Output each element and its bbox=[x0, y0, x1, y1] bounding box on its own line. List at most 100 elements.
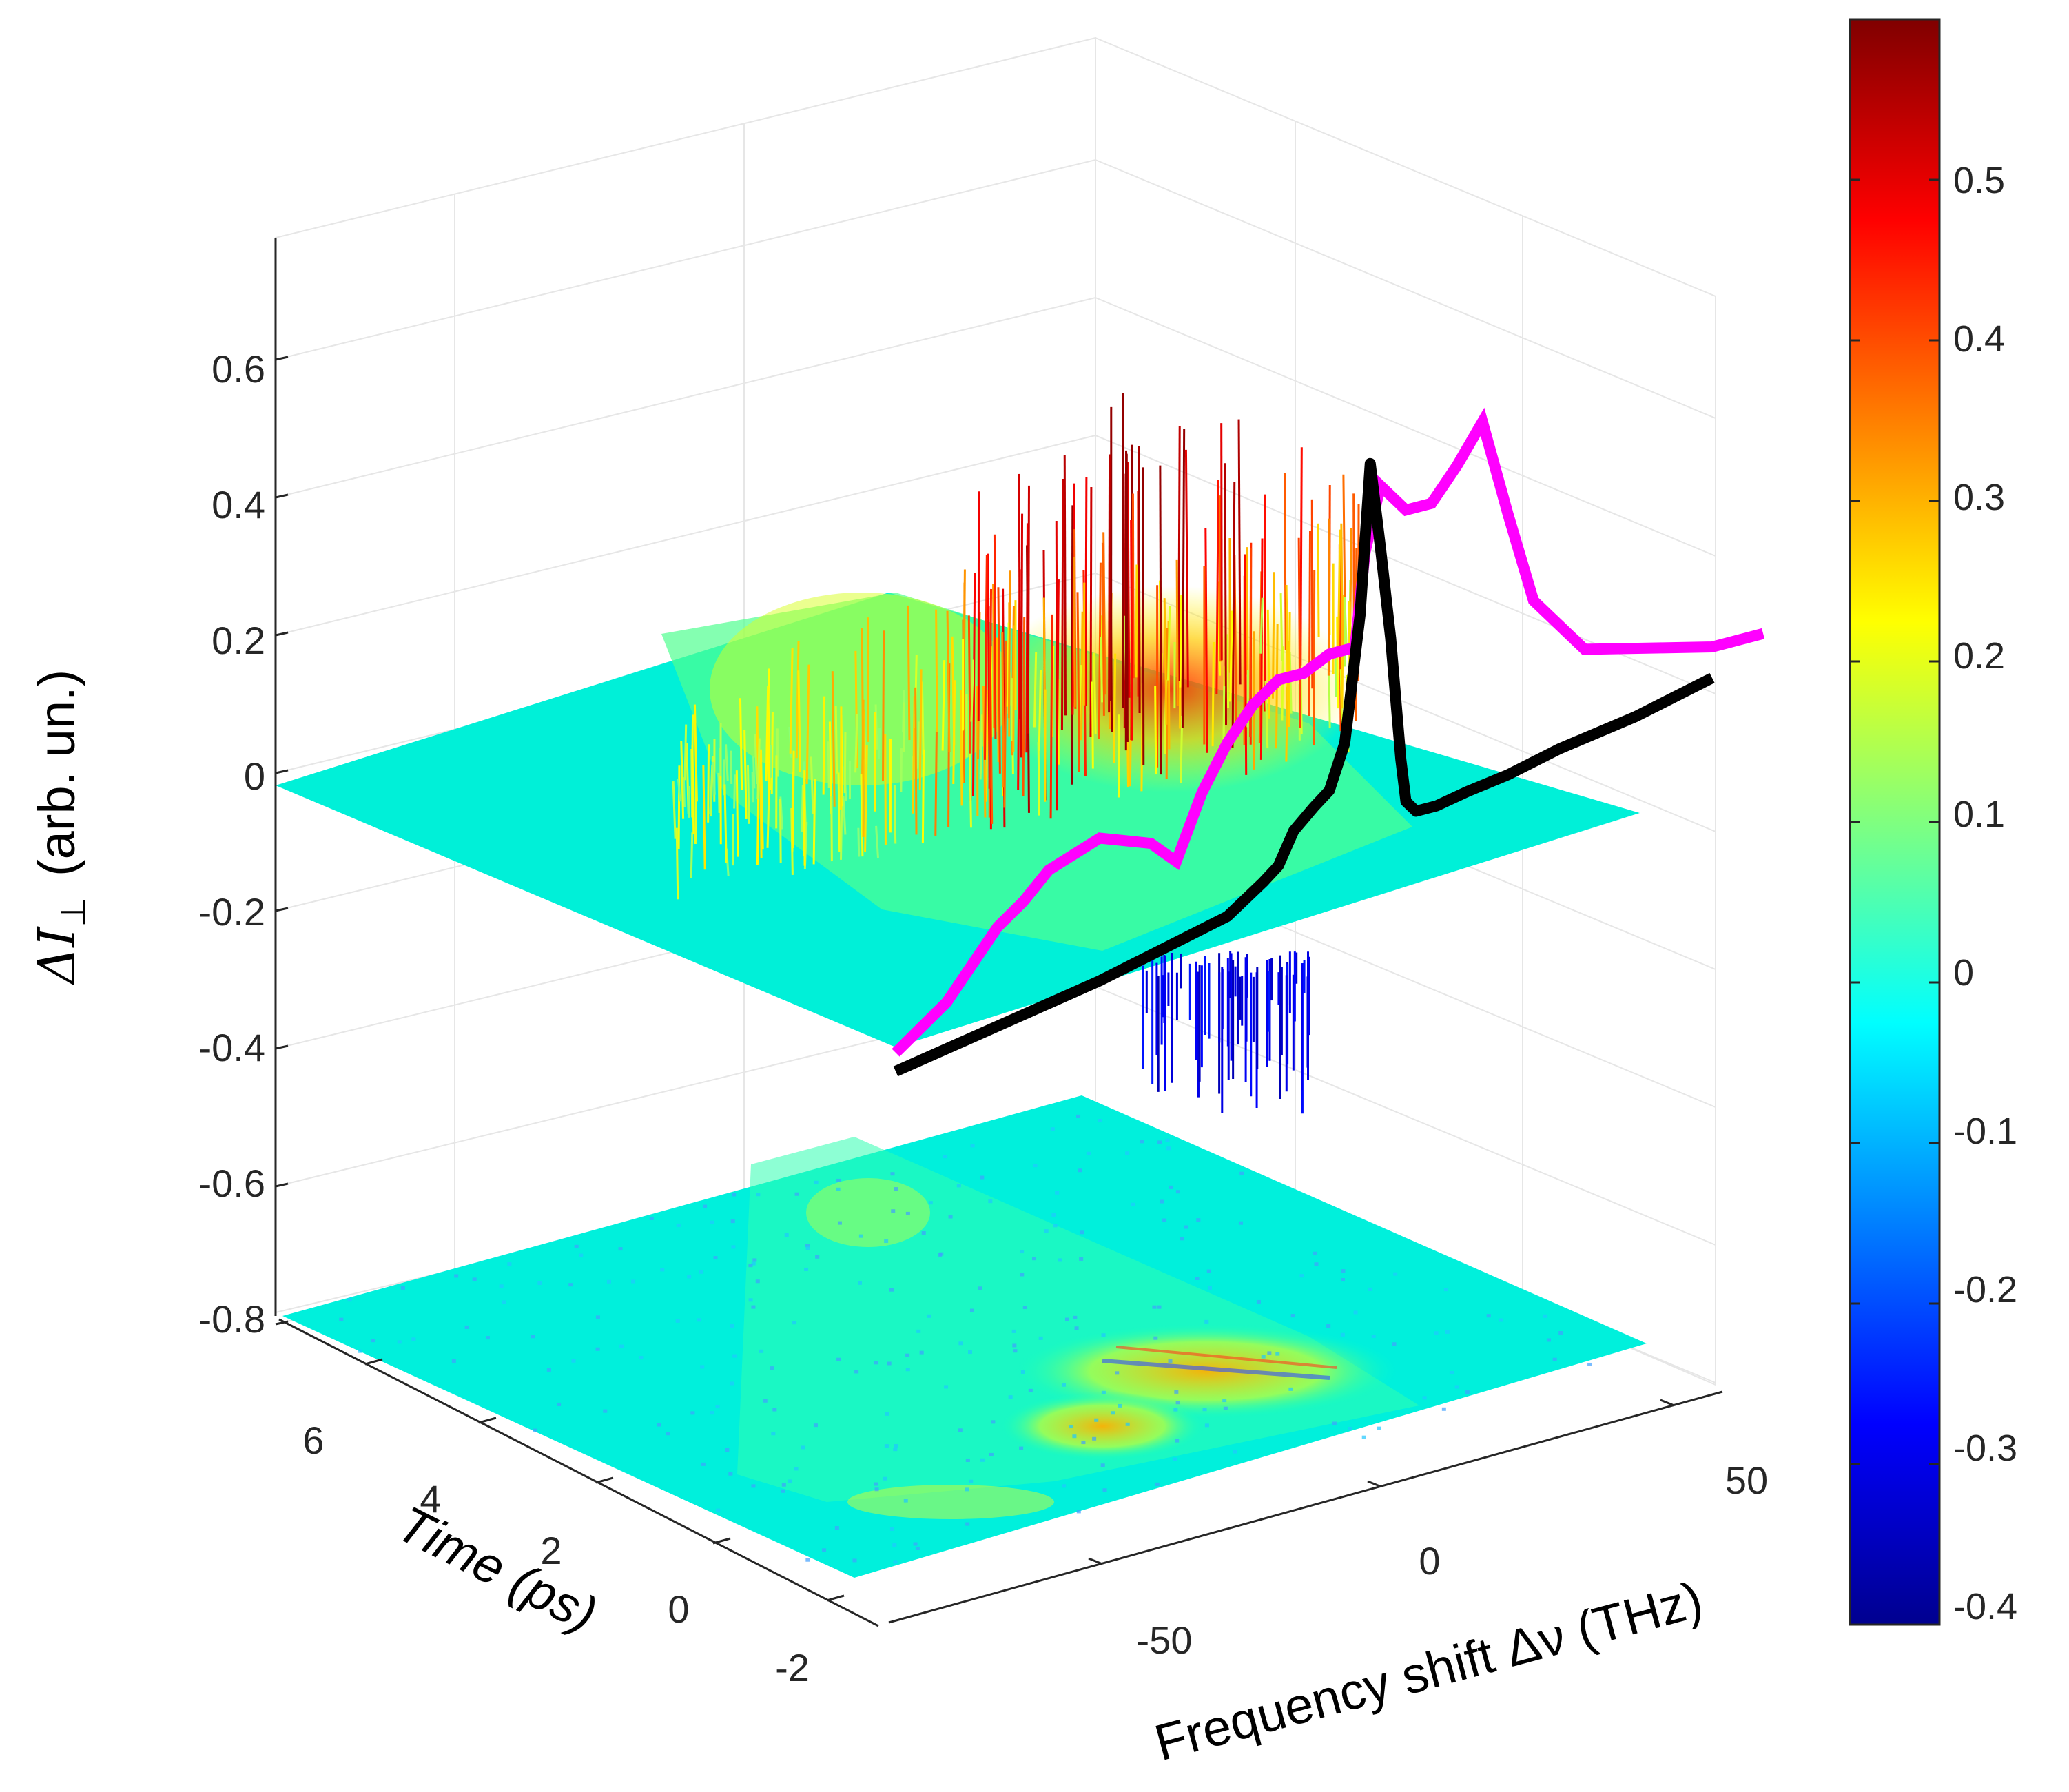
surface-plot bbox=[276, 393, 1640, 1114]
surface-spike bbox=[857, 827, 861, 857]
floor-speckle bbox=[710, 1411, 714, 1415]
surface-spike bbox=[970, 659, 974, 722]
floor-speckle bbox=[889, 1288, 894, 1292]
floor-speckle bbox=[751, 1305, 756, 1309]
surface-spike bbox=[765, 686, 770, 781]
floor-speckle bbox=[358, 1349, 363, 1353]
floor-speckle bbox=[815, 1255, 820, 1259]
floor-speckle bbox=[1173, 1457, 1177, 1461]
floor-speckle bbox=[533, 1428, 537, 1432]
floor-speckle bbox=[1558, 1331, 1563, 1335]
surface-spike bbox=[1336, 616, 1339, 709]
floor-speckle bbox=[606, 1279, 611, 1284]
colorbar-tick-label: -0.4 bbox=[1953, 1586, 2017, 1627]
floor-speckle bbox=[792, 1321, 797, 1325]
floor-speckle bbox=[595, 1315, 600, 1319]
freq-tick-label: 50 bbox=[1725, 1459, 1768, 1502]
surface-spike bbox=[893, 785, 897, 844]
floor-speckle bbox=[751, 1261, 756, 1266]
surface-spike bbox=[680, 741, 685, 819]
surface-spike bbox=[1138, 446, 1141, 713]
floor-speckle bbox=[1022, 1306, 1027, 1310]
floor-speckle bbox=[454, 1274, 459, 1278]
surface-spike bbox=[1011, 678, 1014, 741]
floor-speckle bbox=[885, 1412, 889, 1416]
surface-spike bbox=[709, 765, 714, 815]
floor-speckle bbox=[874, 1487, 879, 1492]
surface-spike bbox=[1308, 531, 1312, 717]
floor-speckle bbox=[619, 1344, 624, 1348]
floor-speckle bbox=[1020, 1370, 1025, 1374]
surface-spike bbox=[842, 796, 847, 835]
floor-projection bbox=[282, 1095, 1647, 1578]
colorbar: 0.5 0.4 0.3 0.2 0.1 0 -0.1 -0.2 -0.3 -0.… bbox=[1849, 18, 2017, 1627]
surface-spike bbox=[730, 750, 733, 784]
floor-speckle bbox=[752, 1258, 757, 1262]
floor-speckle bbox=[472, 1277, 477, 1281]
floor-speckle bbox=[1125, 1422, 1130, 1426]
surface-spike bbox=[935, 609, 938, 732]
surface-spike bbox=[1012, 625, 1016, 752]
floor-speckle bbox=[657, 1423, 661, 1427]
floor-speckle bbox=[1131, 1202, 1135, 1206]
floor-speckle bbox=[699, 1270, 704, 1274]
floor-speckle bbox=[1168, 1359, 1173, 1363]
surface-spike bbox=[1037, 741, 1040, 816]
surface-spike bbox=[756, 738, 761, 799]
floor-speckle bbox=[794, 1467, 799, 1471]
floor-speckle bbox=[703, 1204, 708, 1208]
z-tick bbox=[275, 769, 289, 774]
surface-spike bbox=[801, 785, 804, 832]
floor-speckle bbox=[1012, 1343, 1017, 1348]
floor-speckle bbox=[1393, 1272, 1398, 1276]
surface-spike bbox=[831, 671, 836, 807]
surface-spike bbox=[860, 774, 864, 857]
floor-speckle bbox=[1011, 1329, 1016, 1333]
floor-speckle bbox=[347, 1298, 352, 1302]
floor-speckle bbox=[339, 1317, 344, 1321]
floor-speckle bbox=[1392, 1342, 1397, 1346]
floor-speckle bbox=[499, 1284, 504, 1288]
floor-speckle bbox=[1125, 1151, 1130, 1155]
floor-speckle bbox=[1044, 1229, 1049, 1233]
floor-speckle bbox=[1094, 1418, 1099, 1422]
floor-speckle bbox=[1020, 1250, 1025, 1254]
freq-tick-label: 0 bbox=[1419, 1539, 1440, 1583]
surface-spike bbox=[1328, 673, 1331, 729]
floor-speckle bbox=[874, 1361, 878, 1365]
surface-spike bbox=[805, 664, 810, 785]
surface-spike bbox=[1142, 467, 1145, 765]
surface-spike bbox=[795, 641, 800, 759]
floor-speckle bbox=[1081, 1441, 1086, 1445]
surface-spike bbox=[712, 761, 716, 795]
floor-speckle bbox=[574, 1244, 579, 1248]
floor-speckle bbox=[1543, 1314, 1547, 1318]
floor-speckle bbox=[730, 1324, 734, 1328]
surface-spike bbox=[1297, 537, 1301, 728]
surface-spike bbox=[789, 648, 794, 754]
surface-spike bbox=[1317, 523, 1320, 637]
z-gridline bbox=[275, 296, 1716, 557]
surface-spike bbox=[1299, 447, 1303, 666]
floor-speckle bbox=[1140, 1140, 1144, 1144]
floor-speckle bbox=[464, 1325, 469, 1329]
time-tick-label: 0 bbox=[668, 1587, 689, 1631]
floor-speckle bbox=[1166, 1146, 1171, 1151]
surface-spike bbox=[723, 784, 728, 863]
floor-speckle bbox=[813, 1423, 818, 1428]
surface-spike bbox=[735, 770, 739, 857]
colorbar-tick-label: -0.3 bbox=[1953, 1428, 2017, 1469]
z-tick-label: -0.6 bbox=[199, 1162, 266, 1205]
surface-spike bbox=[751, 772, 754, 803]
floor-speckle bbox=[1072, 1434, 1077, 1439]
surface-spike bbox=[759, 749, 764, 850]
surface-spike bbox=[912, 696, 916, 814]
floor-speckle bbox=[728, 1472, 733, 1476]
floor-speckle bbox=[485, 1336, 490, 1340]
floor-speckle bbox=[1204, 1319, 1209, 1324]
z-tick bbox=[275, 493, 289, 499]
surface-spike bbox=[1163, 598, 1168, 725]
floor-speckle bbox=[836, 1357, 841, 1361]
floor-speckle bbox=[1028, 1388, 1033, 1392]
surface-spike bbox=[907, 605, 911, 741]
